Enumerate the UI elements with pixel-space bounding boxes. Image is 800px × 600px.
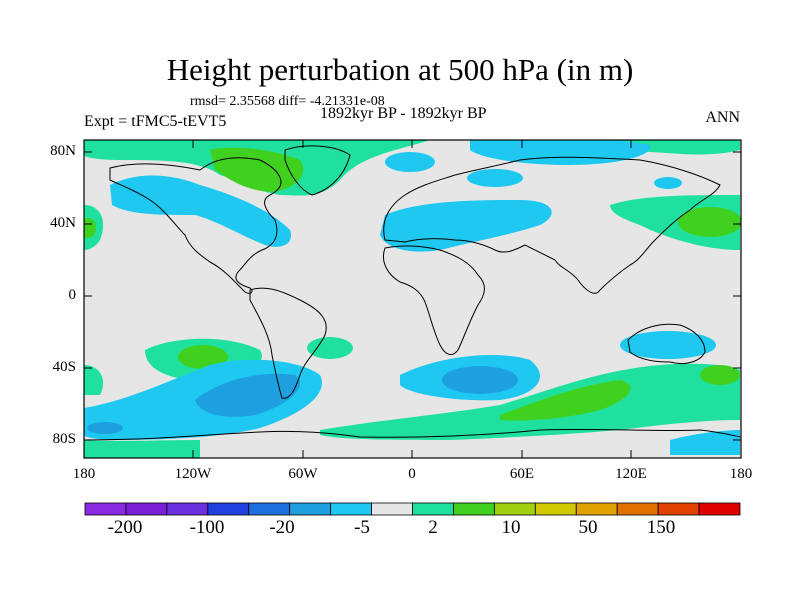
lon-label-60w: 60W [288, 466, 318, 482]
coast-australia [627, 323, 706, 365]
contour-negative-arctic1 [385, 152, 435, 172]
colorbar-swatch [125, 502, 168, 516]
colorbar-label: 10 [501, 517, 521, 538]
contour-positive-nw-pacific-core [678, 207, 741, 237]
contour-fields [84, 140, 741, 458]
coast-africa [383, 245, 485, 356]
colorbar-swatch [84, 502, 127, 516]
contour-negative-w-south [87, 422, 123, 434]
contour-positive-s-pacific-core [178, 345, 228, 369]
coast-north-america [109, 157, 282, 294]
coast-greenland [284, 145, 351, 196]
contour-positive-s-pacific-east [700, 365, 740, 385]
colorbar-label: -5 [354, 517, 370, 538]
lat-label-0: 0 [68, 287, 77, 303]
colorbar-label: 150 [646, 517, 676, 538]
colorbar-swatch [534, 502, 577, 516]
contour-positive-s-atlantic [307, 337, 353, 359]
colorbar-swatch [657, 502, 700, 516]
colorbar-label: 50 [578, 517, 598, 538]
coast-europe-asia [383, 156, 721, 294]
coastlines [84, 145, 741, 441]
lat-label-80s: 80S [52, 431, 76, 447]
plot-title: Height perturbation at 500 hPa (in m) [166, 52, 634, 87]
season-label: ANN [705, 109, 740, 126]
contour-negative-siberia [467, 169, 523, 187]
experiment-label: Expt = tFMC5-tEVT5 [84, 113, 227, 130]
colorbar-swatch [453, 502, 495, 516]
period-text: 1892kyr BP - 1892kyr BP [320, 105, 487, 122]
lat-label-80n: 80N [50, 143, 76, 159]
lon-label-0: 0 [408, 466, 416, 482]
lat-label-40n: 40N [50, 215, 76, 231]
colorbar-swatch [371, 502, 413, 516]
coast-south-america [249, 287, 327, 399]
lon-label-60e: 60E [509, 466, 535, 482]
contour-negative-australia [620, 331, 716, 359]
contour-positive-s-indian-core [500, 380, 631, 421]
colorbar-swatch [698, 502, 741, 516]
lat-label-40s: 40S [52, 359, 76, 375]
colorbar-swatch [289, 502, 332, 516]
lon-label-180w: 180 [72, 466, 96, 482]
colorbar-swatch [207, 502, 250, 516]
colorbar-swatch [616, 502, 659, 516]
colorbar-label: -20 [269, 517, 295, 538]
stats-text: rmsd= 2.35568 diff= -4.21331e-08 [190, 94, 385, 109]
lon-label-120w: 120W [174, 466, 212, 482]
colorbar-label: -100 [189, 517, 225, 538]
contour-positive-antarctic-w [84, 440, 200, 458]
colorbar-swatch [166, 502, 209, 516]
colorbar-swatch [248, 502, 291, 516]
coast-antarctica [84, 428, 741, 441]
contour-negative-s-pacific-east [670, 430, 740, 455]
colorbar-label: -200 [107, 517, 143, 538]
colorbar-swatch [575, 502, 618, 516]
colorbar-label: 2 [428, 517, 438, 538]
axis-ticks [83, 140, 742, 458]
contour-positive-greenland [210, 147, 304, 192]
lon-label-180e: 180 [729, 466, 753, 482]
contour-positive-w-edge-core [84, 218, 96, 238]
colorbar-swatch [493, 502, 536, 516]
lon-label-120e: 120E [615, 466, 647, 482]
contour-negative-na [110, 175, 291, 247]
colorbar [84, 502, 741, 516]
colorbar-swatch [330, 502, 372, 516]
contour-positive-s-indian [320, 363, 740, 440]
colorbar-swatch [412, 502, 454, 516]
contour-negative-s-atlantic-core [442, 366, 518, 394]
contour-negative-s-pacific-core [195, 373, 301, 417]
contour-positive-w-south [84, 365, 104, 395]
contour-negative-ne-asia [654, 177, 682, 189]
